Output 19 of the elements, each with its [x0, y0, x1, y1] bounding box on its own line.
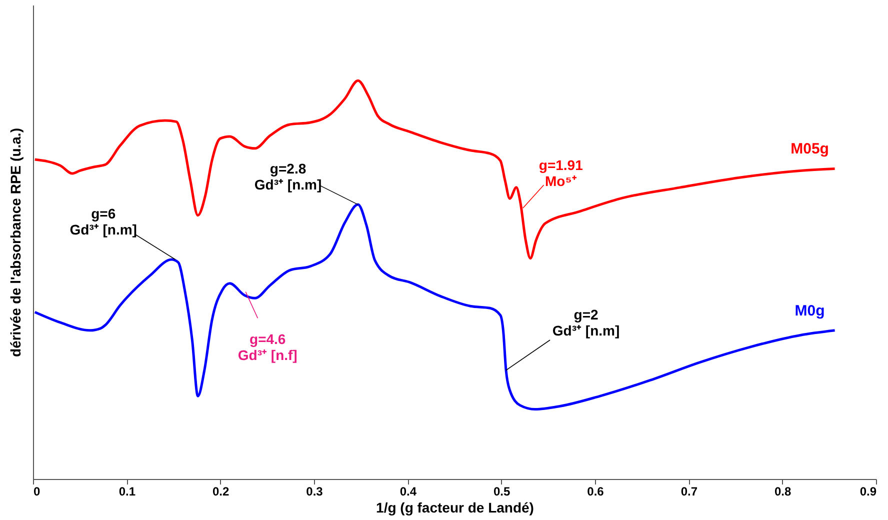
- annotation: g=6 Gd³⁺ [n.m]: [70, 206, 137, 238]
- x-tick-label: 0.4: [400, 484, 417, 498]
- x-tick-label: 0.8: [774, 484, 792, 498]
- annotation: g=1.91 Mo⁵⁺: [538, 157, 584, 190]
- series-label: M0g: [794, 302, 825, 320]
- series-label: M05g: [790, 140, 829, 158]
- x-tick-label: 0.5: [493, 484, 510, 498]
- x-tick-label: 0: [34, 484, 40, 498]
- x-tick-label: 0.2: [212, 484, 230, 498]
- y-axis-title: dérivée de l'absorbance RPE (u.a.): [8, 128, 24, 357]
- x-tick-label: 0.1: [118, 484, 136, 498]
- x-tick-label: 0.7: [680, 484, 698, 498]
- x-tick-label: 0.3: [306, 484, 324, 498]
- x-axis-title: 1/g (g facteur de Landé): [376, 500, 534, 516]
- annotation: g=2 Gd³⁺ [n.m]: [552, 306, 620, 338]
- x-tick-label: 0.9: [860, 484, 877, 498]
- x-tick-label: 0.6: [587, 484, 604, 498]
- annotation: g=4.6 Gd³⁺ [n.f]: [238, 330, 298, 363]
- annotation: g=2.8 Gd³⁺ [n.m]: [254, 160, 322, 193]
